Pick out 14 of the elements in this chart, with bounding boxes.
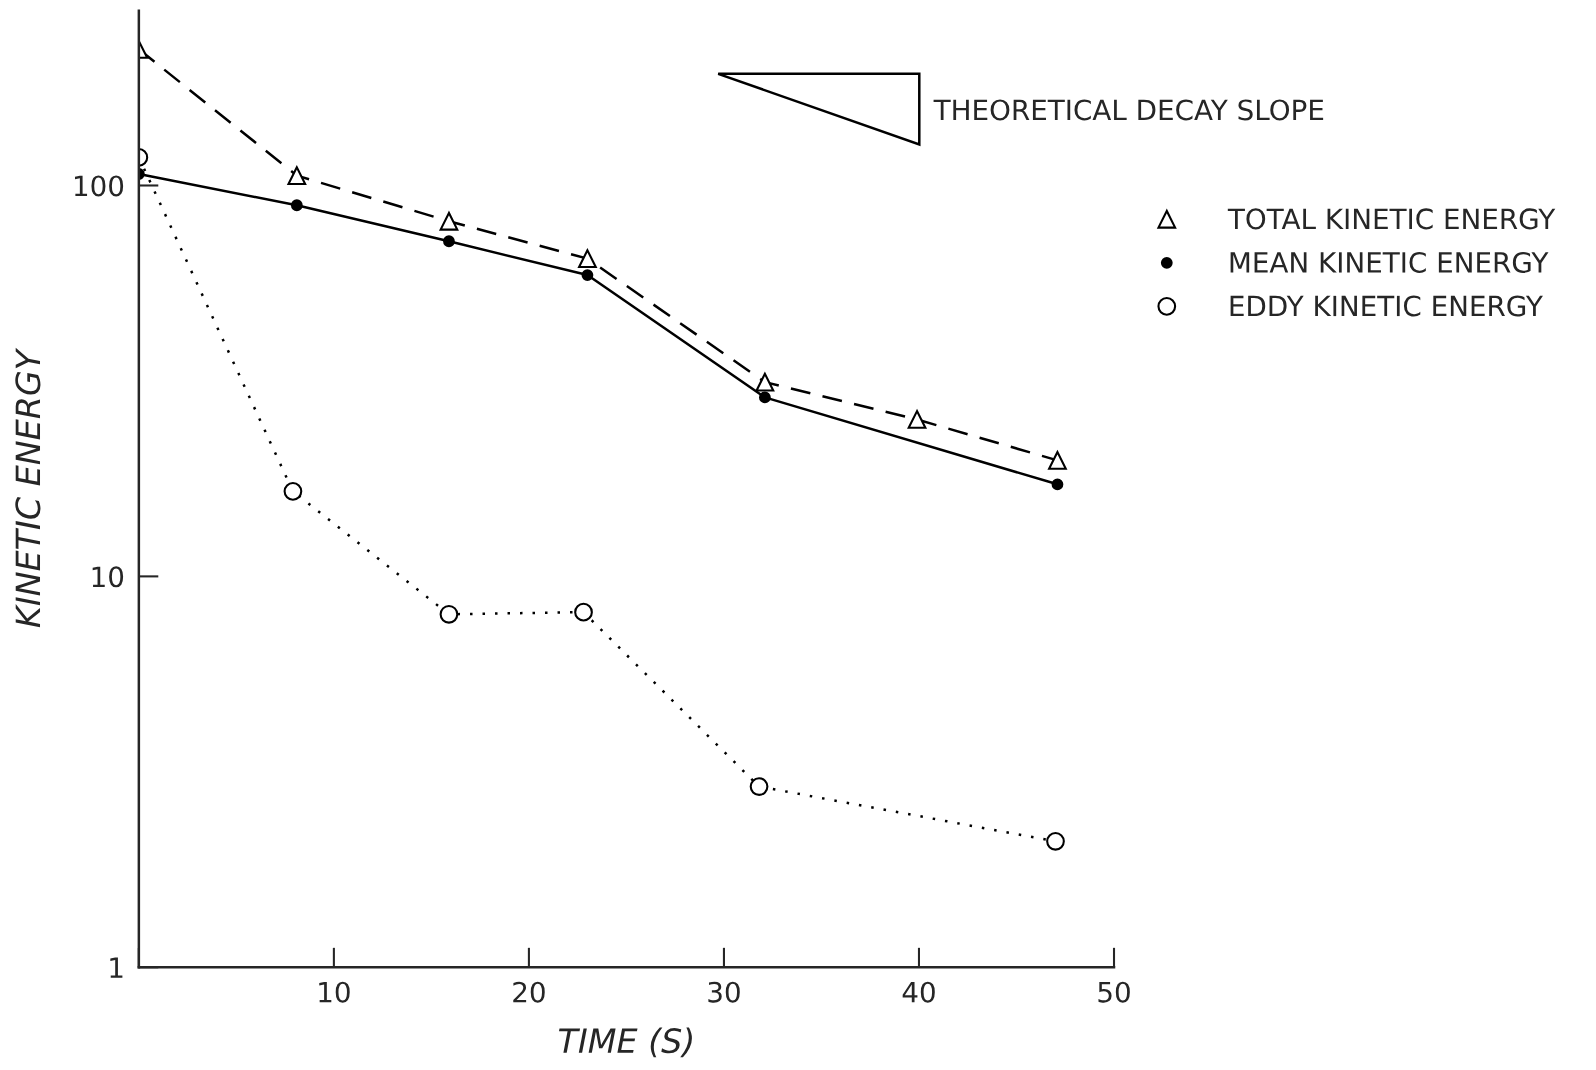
annotation: THEORETICAL DECAY SLOPE	[933, 99, 1324, 121]
y-axis-title: KINETIC ENERGY	[15, 347, 41, 628]
x-axis-title: TIME (S)	[558, 1027, 692, 1058]
x-tick-label: 10	[319, 981, 350, 1003]
legend-label: EDDY KINETIC ENERGY	[1230, 295, 1543, 317]
x-tick-label: 30	[708, 981, 740, 1003]
y-tick-label: 100	[74, 175, 124, 197]
y-tick-label: 1	[110, 957, 123, 978]
legend-label: TOTAL KINETIC ENERGY	[1227, 208, 1556, 230]
x-tick-label: 20	[513, 981, 545, 1003]
x-tick-label: 40	[902, 981, 935, 1003]
x-tick-label: 50	[1098, 981, 1130, 1003]
y-tick-label: 10	[92, 566, 124, 588]
legend-label: MEAN KINETIC ENERGY	[1230, 251, 1549, 273]
